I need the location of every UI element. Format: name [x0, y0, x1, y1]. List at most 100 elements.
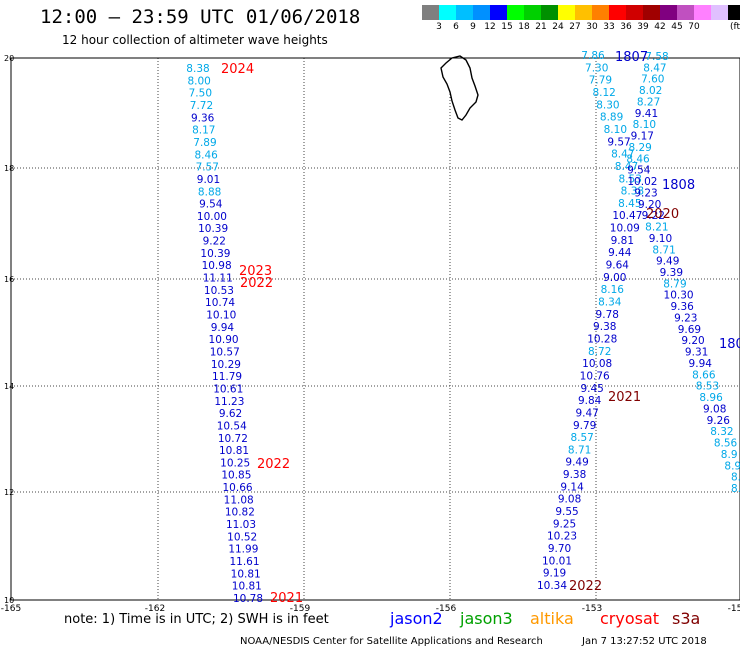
wave-height-value: 7.72	[190, 100, 213, 112]
wave-height-value: 9.08	[703, 403, 726, 415]
wave-height-value: 8.	[731, 483, 740, 495]
wave-height-value: 11.11	[203, 273, 233, 285]
wave-height-value: 10.39	[200, 248, 230, 260]
wave-height-value: 8.71	[568, 444, 591, 456]
colorbar-swatch	[609, 5, 626, 20]
wave-height-value: 10.47	[612, 210, 642, 222]
wave-height-value: 9.14	[560, 481, 584, 493]
map-subtitle: 12 hour collection of altimeter wave hei…	[62, 33, 328, 47]
colorbar-swatch	[694, 5, 711, 20]
wave-height-value: 8.47	[643, 62, 666, 74]
wave-height-value: 8.34	[598, 297, 622, 309]
wave-height-value: 9.20	[681, 335, 704, 347]
colorbar-label: 21	[535, 22, 547, 32]
wave-height-value: 10.61	[213, 383, 243, 395]
wave-height-value: 9.36	[191, 112, 215, 124]
wave-height-value: 9.70	[548, 543, 571, 555]
wave-height-value: 8.88	[198, 186, 221, 198]
wave-height-value: 9.22	[203, 236, 226, 248]
wave-height-value: 8.9	[724, 460, 740, 472]
map-title: 12:00 – 23:59 UTC 01/06/2018	[40, 6, 361, 28]
wave-height-value: 9.64	[606, 260, 630, 272]
colorbar-label: 24	[552, 22, 564, 32]
colorbar-swatch	[558, 5, 575, 20]
wave-height-value: 9.00	[603, 272, 626, 284]
lon-label: -15	[728, 604, 740, 614]
wave-height-value: 11.23	[214, 396, 244, 408]
wave-height-value: 10.81	[219, 445, 249, 457]
wave-height-value: 9.44	[608, 247, 632, 259]
lat-label: 20	[4, 54, 14, 63]
wave-height-value: 8.47	[615, 161, 638, 173]
wave-height-value: 8.	[731, 472, 740, 484]
wave-height-value: 9.84	[578, 395, 602, 407]
wave-height-value: 9.57	[607, 136, 630, 148]
wave-height-value: 10.72	[218, 433, 248, 445]
colorbar-swatch	[575, 5, 592, 20]
colorbar-label: 39	[637, 22, 649, 32]
lon-label: -165	[1, 604, 21, 614]
pass-time-label: 2021	[608, 390, 641, 405]
colorbar-swatch	[473, 5, 490, 20]
wave-height-value: 7.30	[585, 62, 608, 74]
wave-height-value: 7.58	[645, 51, 668, 63]
wave-height-value: 8.27	[637, 96, 660, 108]
wave-height-value: 10.28	[587, 333, 617, 345]
wave-height-value: 10.08	[582, 358, 612, 370]
pass-time-label: 2022	[569, 579, 602, 594]
lat-label: 12	[4, 488, 14, 497]
colorbar-label: 45	[671, 22, 683, 32]
wave-height-value: 9.23	[634, 187, 657, 199]
colorbar-label: 6	[453, 22, 459, 32]
wave-height-value: 9.45	[580, 383, 603, 395]
wave-height-value: 10.34	[537, 580, 567, 592]
wave-height-value: 9.31	[685, 347, 708, 359]
wave-height-value: 10.02	[627, 176, 657, 188]
colorbar-swatch	[456, 5, 473, 20]
wave-height-value: 11.03	[226, 519, 256, 531]
wave-height-value: 11.99	[228, 544, 258, 556]
wave-height-value: 9.55	[555, 506, 578, 518]
wave-height-value: 10.98	[202, 260, 232, 272]
pass-time-label: 2020	[646, 207, 679, 222]
wave-height-value: 8.45	[618, 198, 641, 210]
lat-label: 10	[4, 596, 14, 605]
pass-time-label: 180	[719, 337, 740, 352]
colorbar-label: 12	[484, 22, 496, 32]
wave-height-value: 8.46	[194, 149, 218, 161]
legend-altika: altika	[530, 609, 574, 628]
wave-height-value: 9.94	[689, 358, 713, 370]
wave-height-value: 9.79	[573, 420, 596, 432]
colorbar-label: 30	[586, 22, 598, 32]
colorbar-swatch	[422, 5, 439, 20]
wave-height-value: 10.00	[197, 211, 227, 223]
colorbar-label: 33	[603, 22, 615, 32]
wave-height-value: 8.38	[621, 186, 644, 198]
wave-height-value: 9.49	[656, 256, 679, 268]
lat-label: 16	[4, 275, 14, 284]
colorbar-label: 70	[688, 22, 700, 32]
wave-height-value: 10.76	[580, 370, 610, 382]
wave-height-value: 8.12	[592, 87, 615, 99]
wave-height-value: 8.53	[696, 381, 719, 393]
wave-height-value: 8.30	[596, 99, 619, 111]
wave-height-value: 8.16	[601, 284, 625, 296]
wave-height-value: 10.23	[547, 531, 577, 543]
colorbar-swatch	[439, 5, 456, 20]
wave-height-value: 8.21	[645, 222, 668, 234]
wave-height-value: 8.89	[600, 112, 623, 124]
colorbar-swatch	[541, 5, 558, 20]
wave-height-value: 9.62	[219, 408, 242, 420]
colorbar-swatch	[728, 5, 740, 20]
map-grid	[11, 58, 740, 600]
colorbar-label: 3	[436, 22, 442, 32]
wave-height-value: 11.61	[229, 556, 259, 568]
legend-jason2: jason2	[390, 609, 443, 628]
wave-height-value: 10.54	[217, 420, 247, 432]
colorbar-swatch	[490, 5, 507, 20]
wave-height-value: 8.79	[663, 278, 686, 290]
colorbar-swatch	[677, 5, 694, 20]
wave-height-value: 10.52	[227, 531, 257, 543]
wave-height-value: 10.85	[221, 470, 251, 482]
